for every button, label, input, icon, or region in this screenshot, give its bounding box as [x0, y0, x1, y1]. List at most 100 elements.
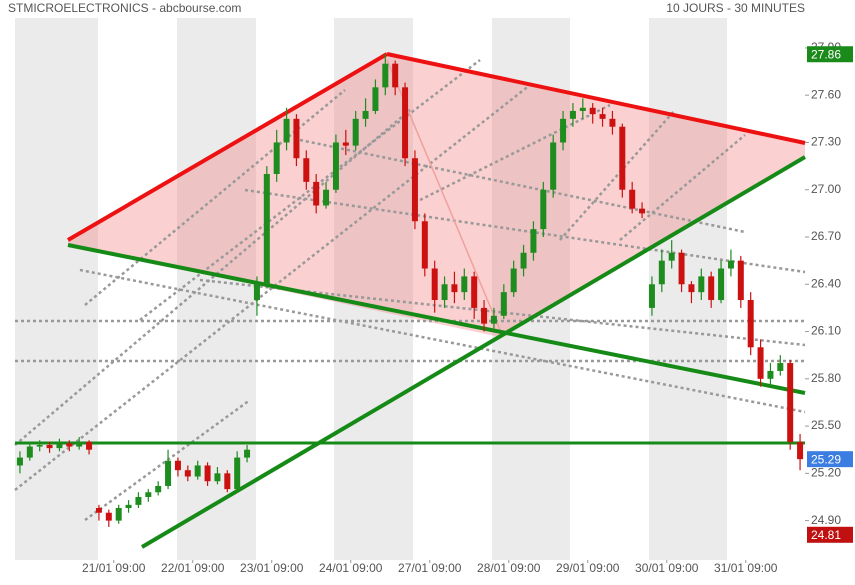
candle-body: [718, 268, 725, 301]
x-tick-label: 21/01 09:00: [82, 561, 146, 575]
candle-body: [668, 252, 675, 261]
candle-body: [579, 107, 586, 111]
candle-body: [244, 449, 251, 458]
candle-body: [727, 260, 734, 269]
y-tick-label: 26.40: [811, 276, 841, 290]
y-tick-label: 27.00: [811, 182, 841, 196]
candle-body: [352, 118, 359, 146]
candle-body: [214, 473, 221, 482]
chart-title: STMICROELECTRONICS - abcbourse.com: [8, 1, 241, 15]
candle-body: [46, 444, 53, 449]
candle-body: [698, 276, 705, 293]
candle-body: [253, 284, 260, 301]
candle-body: [362, 110, 369, 119]
candle-body: [471, 276, 478, 308]
x-tick-label: 29/01 09:00: [556, 561, 620, 575]
candle-body: [145, 492, 152, 497]
candle-body: [194, 465, 201, 477]
dotted-line: [244, 188, 806, 274]
candle-body: [619, 126, 626, 190]
candle-body: [273, 142, 280, 174]
candle-body: [787, 363, 794, 442]
y-tick-label: 25.80: [811, 371, 841, 385]
candle-body: [461, 276, 468, 293]
dotted-line: [139, 59, 481, 321]
price-tag-label: 24.81: [811, 528, 841, 542]
candle-body: [757, 347, 764, 379]
candle-body: [639, 208, 646, 214]
candle-body: [224, 473, 231, 490]
candle-body: [313, 181, 320, 206]
candle-body: [421, 221, 428, 269]
price-tag: [807, 526, 853, 543]
y-tick-label: 26.10: [811, 324, 841, 338]
candle-body: [323, 189, 330, 206]
y-tick-label: 24.90: [811, 513, 841, 527]
price-tag-label: 25.29: [811, 452, 841, 466]
channel-fill: [68, 54, 805, 337]
x-tick-label: 22/01 09:00: [161, 561, 225, 575]
dotted-line: [14, 84, 531, 491]
y-tick-label: 25.50: [811, 418, 841, 432]
candle-body: [382, 63, 389, 88]
candle-body: [155, 485, 162, 493]
candle-body: [510, 268, 517, 293]
candle-body: [747, 300, 754, 348]
x-tick-label: 27/01 09:00: [398, 561, 462, 575]
resistance-line: [386, 52, 806, 145]
x-tick-label: 30/01 09:00: [635, 561, 699, 575]
grid: [113, 47, 809, 563]
candle-body: [86, 441, 93, 450]
candle-body: [402, 87, 409, 159]
x-tick-label: 23/01 09:00: [240, 561, 304, 575]
candle-body: [184, 470, 191, 477]
candle-body: [678, 252, 685, 285]
candle-body: [36, 444, 43, 447]
candle-body: [431, 268, 438, 301]
candle-body: [342, 142, 349, 146]
dotted-line: [299, 138, 746, 234]
candle-body: [560, 118, 567, 143]
trend-lines: [15, 52, 807, 549]
x-tick-label: 28/01 09:00: [477, 561, 541, 575]
candle-body: [767, 370, 774, 379]
candle-body: [56, 443, 63, 449]
y-tick-label: 27.30: [811, 135, 841, 149]
candle-body: [530, 229, 537, 253]
candle-body: [451, 284, 458, 293]
candle-body: [520, 252, 527, 269]
candle-body: [234, 457, 241, 490]
candle-body: [688, 284, 695, 293]
dotted-line: [559, 109, 676, 241]
candle-body: [165, 460, 172, 486]
price-tag: [807, 451, 853, 468]
candle-body: [293, 118, 300, 159]
support-line: [140, 155, 807, 549]
support-line: [67, 243, 806, 395]
candle-body: [569, 110, 576, 119]
candle-body: [589, 107, 596, 115]
candle-body: [125, 504, 132, 509]
candle-body: [372, 87, 379, 111]
y-tick-label: 27.60: [811, 87, 841, 101]
candle-body: [500, 292, 507, 316]
candle-body: [95, 508, 102, 513]
candle-body: [797, 441, 804, 460]
candle-body: [599, 114, 606, 119]
candle-body: [66, 443, 73, 447]
candle-body: [115, 508, 122, 521]
price-tag: [807, 46, 853, 63]
candle-body: [441, 284, 448, 301]
candle-body: [708, 276, 715, 301]
dotted-line: [84, 89, 346, 306]
candle-body: [411, 158, 418, 222]
candle-body: [263, 173, 270, 285]
candle-body: [490, 315, 497, 324]
candle-body: [303, 158, 310, 182]
candle-body: [737, 260, 744, 301]
candle-body: [204, 465, 211, 482]
candle-body: [609, 118, 616, 127]
candle-body: [16, 457, 23, 466]
candles: [16, 54, 804, 527]
candle-body: [777, 363, 784, 371]
